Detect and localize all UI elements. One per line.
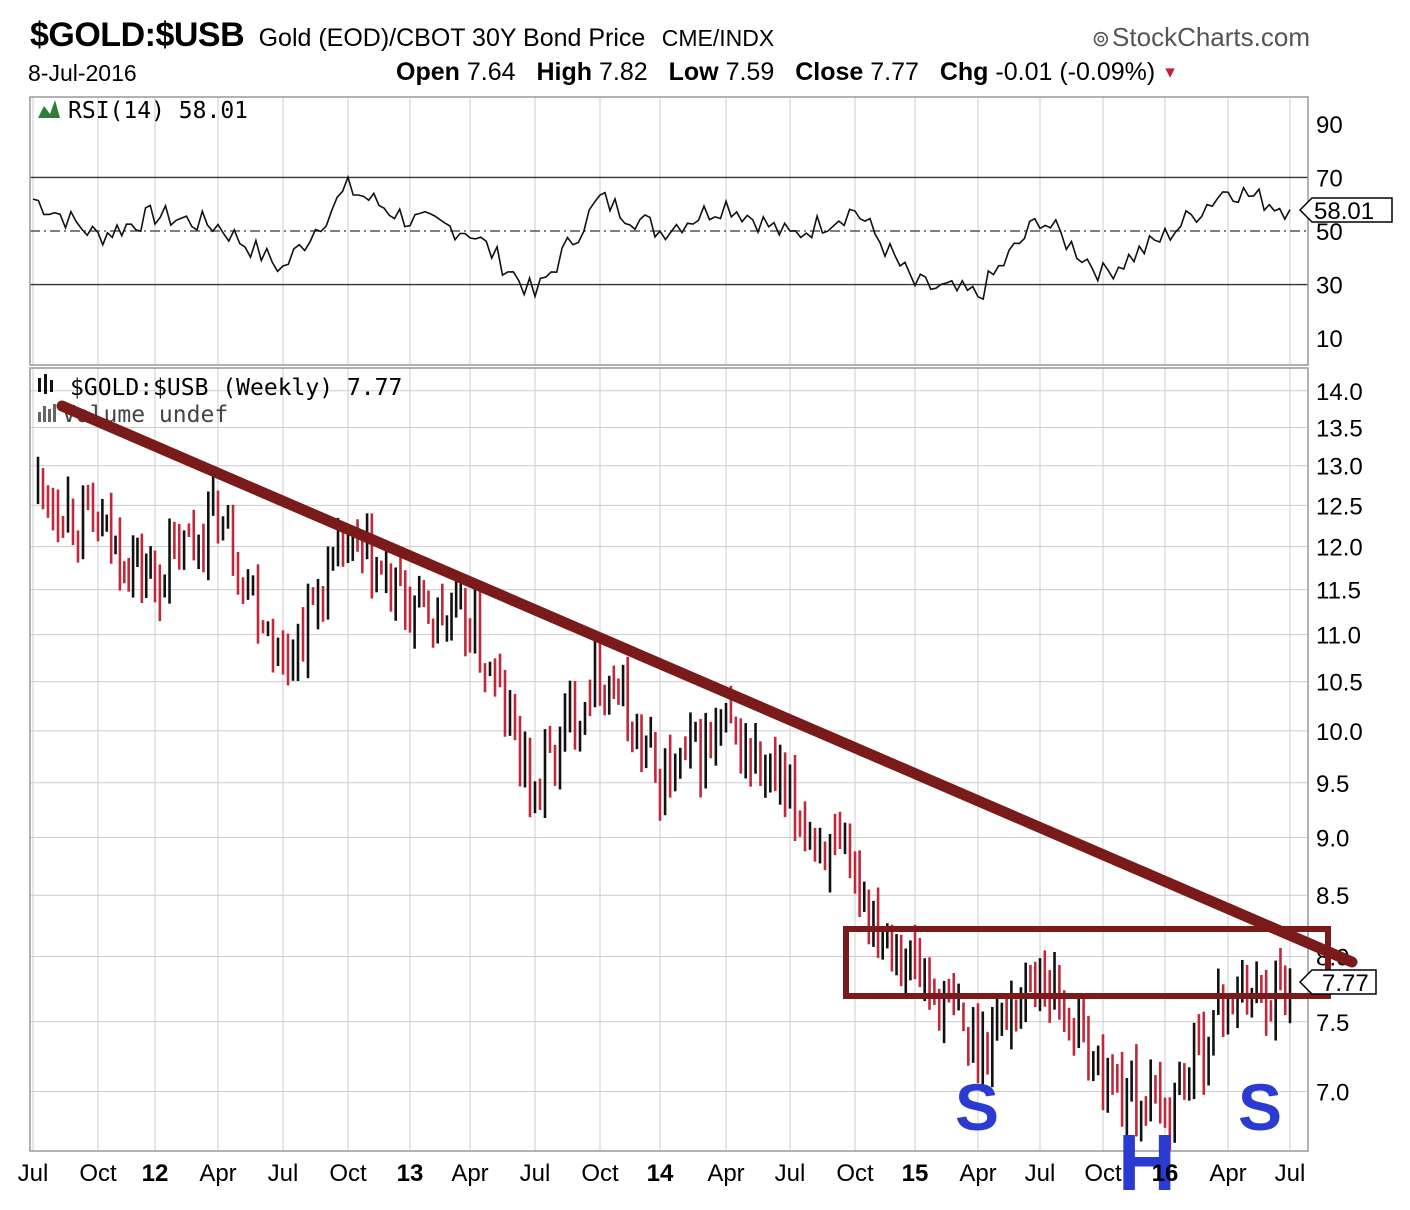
price-tick-label: 11.5	[1316, 578, 1361, 605]
x-tick-label: Apr	[1209, 1160, 1246, 1187]
x-tick-label: Oct	[329, 1160, 367, 1187]
x-tick-label: Oct	[581, 1160, 619, 1187]
x-tick-label: Jul	[775, 1160, 806, 1187]
price-panel-frame	[29, 367, 1309, 1152]
price-tick-label: 13.5	[1316, 416, 1363, 443]
rsi-grid	[30, 97, 1308, 365]
change-value: -0.01 (-0.09%)	[995, 58, 1156, 86]
rsi-current-tag: 58.01	[1298, 197, 1393, 225]
low-value: 7.59	[725, 58, 775, 86]
rsi-panel-frame	[29, 96, 1309, 366]
change-label: Chg	[939, 58, 989, 86]
price-grid	[30, 368, 1308, 1151]
price-bars	[36, 456, 1292, 1151]
down-arrow-icon: ▼	[1162, 64, 1179, 82]
x-tick-label: Jul	[1275, 1160, 1306, 1187]
brand-label: ⊚StockCharts.com	[1092, 22, 1310, 53]
x-tick-label: Oct	[79, 1160, 117, 1187]
x-tick-label: Jul	[520, 1160, 551, 1187]
x-tick-label: 15	[902, 1160, 929, 1187]
price-current-value: 7.77	[1322, 970, 1369, 997]
x-tick-label: Oct	[1084, 1160, 1122, 1187]
rsi-panel-label: RSI(14) 58.01	[68, 98, 248, 124]
price-tick-label: 12.5	[1316, 493, 1363, 520]
chart-title-row: $GOLD:$USB Gold (EOD)/CBOT 30Y Bond Pric…	[30, 16, 774, 56]
rsi-y-axis: 90 70 50 30 10	[1316, 112, 1343, 353]
x-tick-label: 16	[1152, 1160, 1179, 1187]
x-tick-label: Apr	[451, 1160, 488, 1187]
rsi-current-tag-box	[1298, 197, 1393, 223]
x-tick-label: Jul	[18, 1160, 49, 1187]
x-tick-label: 13	[397, 1160, 424, 1187]
rsi-tick-label: 90	[1316, 112, 1343, 139]
resistance-box	[843, 926, 1331, 999]
price-tick-label: 7.5	[1316, 1010, 1349, 1037]
right-shoulder-label: S	[1238, 1070, 1282, 1144]
exchange-label: CME/INDX	[661, 25, 775, 51]
price-tick-label: 13.0	[1316, 454, 1363, 481]
close-value: 7.77	[870, 58, 919, 86]
x-axis: Jul Oct 12 Apr Jul Oct 13 Apr Jul Oct 14 Apr Jul Oct 1…	[18, 1160, 1306, 1187]
head-label: H	[1118, 1118, 1176, 1207]
x-tick-label: Jul	[1025, 1160, 1056, 1187]
price-y-axis: 14.0 13.5 13.0 12.5 12.0 11.5 11.0 10.5 10.0 9.5 9…	[1316, 379, 1363, 1107]
rsi-tick-label: 10	[1316, 326, 1343, 353]
brand-text: StockCharts.com	[1112, 22, 1310, 52]
chart-date: 8-Jul-2016	[28, 60, 137, 86]
open-label: Open	[396, 58, 460, 86]
rsi-tick-label: 70	[1316, 165, 1343, 192]
downtrend-line	[56, 400, 1358, 968]
price-current-tag: 7.77	[1298, 969, 1377, 997]
symbol-title: $GOLD:$USB	[30, 16, 245, 54]
brand-logo-icon: ⊚	[1091, 26, 1111, 51]
price-tick-label: 12.0	[1316, 535, 1363, 562]
volume-bars-icon	[38, 404, 56, 422]
price-tick-label: 11.0	[1316, 623, 1361, 650]
x-tick-label: Jul	[268, 1160, 299, 1187]
x-tick-label: Apr	[707, 1160, 744, 1187]
open-value: 7.64	[466, 58, 516, 86]
rsi-current-value: 58.01	[1314, 198, 1374, 225]
price-tick-label: 9.0	[1316, 825, 1349, 852]
low-label: Low	[668, 58, 719, 86]
high-label: High	[536, 58, 593, 86]
rsi-series-line	[32, 174, 1291, 301]
price-tick-label: 10.5	[1316, 670, 1363, 697]
left-shoulder-label: S	[955, 1070, 999, 1144]
rsi-label: RSI(14) 58.01	[38, 98, 248, 124]
price-panel-label: $GOLD:$USB (Weekly) 7.77	[70, 375, 402, 401]
rsi-tick-label: 50	[1316, 219, 1343, 246]
x-tick-label: Apr	[959, 1160, 996, 1187]
close-label: Close	[795, 58, 864, 86]
x-tick-label: 12	[142, 1160, 169, 1187]
price-tick-label: 8.5	[1316, 883, 1349, 910]
x-tick-label: 14	[647, 1160, 674, 1187]
x-tick-label: Oct	[836, 1160, 874, 1187]
high-value: 7.82	[598, 58, 648, 86]
rsi-tick-label: 30	[1316, 273, 1343, 300]
rsi-mountain-icon	[38, 100, 60, 118]
price-tick-label: 7.0	[1316, 1080, 1349, 1107]
x-tick-label: Apr	[199, 1160, 236, 1187]
ohlc-readout: Open 7.64 High 7.82 Low 7.59 Close 7.77 …	[396, 58, 1178, 87]
symbol-description: Gold (EOD)/CBOT 30Y Bond Price	[258, 24, 646, 52]
candle-icon	[38, 374, 53, 394]
price-tick-label: 14.0	[1316, 379, 1363, 406]
price-current-tag-box	[1298, 969, 1377, 995]
price-tick-label: 9.5	[1316, 771, 1349, 798]
price-tick-label: 10.0	[1316, 719, 1363, 746]
